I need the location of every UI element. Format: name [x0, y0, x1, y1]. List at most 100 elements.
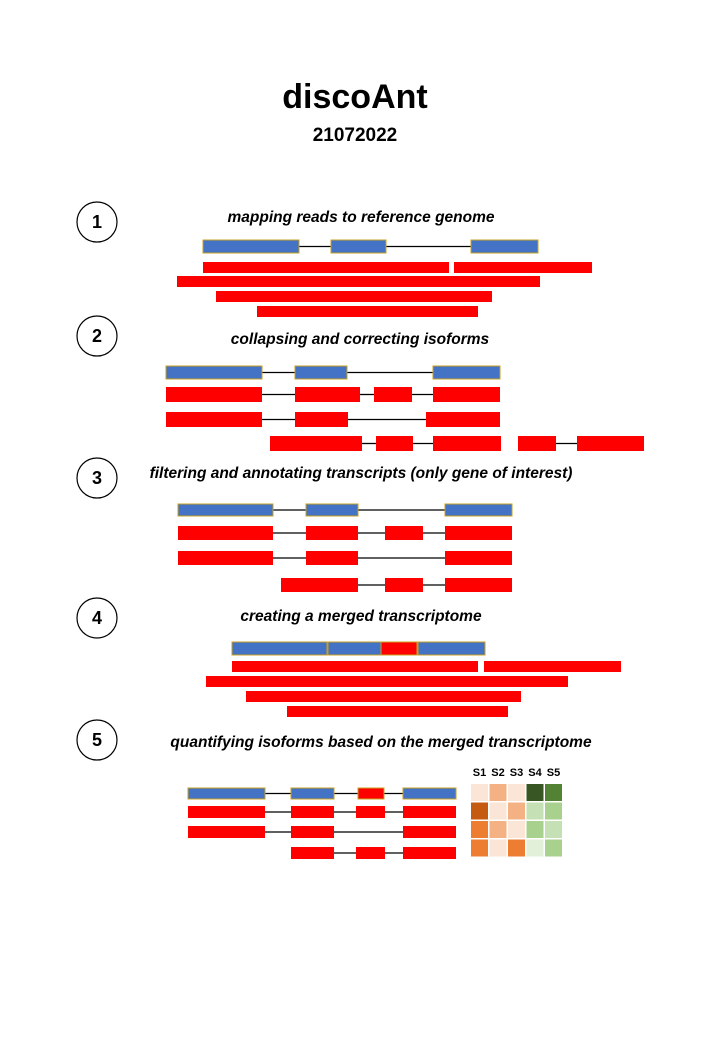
step-1-number-circle: [76, 201, 118, 243]
step-3-label: filtering and annotating transcripts (on…: [150, 465, 573, 482]
isoform: [188, 826, 456, 838]
isoform: [166, 387, 500, 402]
heatmap-cell: [545, 821, 562, 838]
reference-gene-exon: [305, 503, 359, 517]
merged-reference-exon: [417, 641, 486, 656]
transcript: [178, 526, 512, 540]
mapped-read: [246, 691, 521, 702]
isoform-exon: [270, 436, 362, 451]
isoform-exon: [426, 412, 500, 427]
step-4-tracks: [206, 641, 621, 717]
isoform-exon: [433, 436, 501, 451]
merged-reference: [231, 641, 486, 656]
heatmap-cell: [526, 839, 544, 857]
transcript-exon: [281, 578, 358, 592]
heatmap-cell: [545, 839, 562, 857]
reference-gene: [202, 239, 539, 254]
reference-gene-exon: [202, 239, 300, 254]
step-5-number: 5: [92, 730, 102, 750]
heatmap-sample-label: S1: [473, 767, 486, 779]
isoform: [518, 436, 644, 451]
mapped-read: [203, 262, 449, 273]
mapped-read: [454, 262, 592, 273]
merged-reference-exon: [380, 641, 418, 656]
mapped-read: [206, 676, 568, 687]
reference-gene-exon: [432, 365, 501, 380]
transcript: [178, 551, 512, 565]
isoform-exon: [403, 806, 456, 818]
reference-gene-exon: [444, 503, 513, 517]
step-4-number-circle: [76, 597, 118, 639]
heatmap-cell: [471, 784, 488, 801]
isoform-exon: [356, 847, 385, 859]
step-1-number: 1: [92, 212, 102, 232]
step-2-number-circle: [76, 315, 118, 357]
reference-gene: [165, 365, 501, 380]
step-3: 3 filtering and annotating transcripts (…: [76, 457, 573, 592]
heatmap-cell: [508, 784, 525, 801]
reference-gene-exon: [177, 503, 274, 517]
step-3-tracks: [177, 503, 513, 592]
transcript-exon: [445, 578, 512, 592]
heatmap-cell: [471, 802, 488, 820]
transcript-exon: [306, 551, 358, 565]
step-5-label: quantifying isoforms based on the merged…: [170, 734, 592, 751]
transcript: [281, 578, 512, 592]
transcript-exon: [178, 526, 273, 540]
isoform-exon: [166, 412, 262, 427]
heatmap-cell: [526, 784, 544, 801]
isoform: [166, 412, 500, 427]
merged-reference: [187, 787, 457, 800]
page-title: discoAnt: [282, 78, 427, 116]
heatmap-cell: [489, 821, 507, 838]
heatmap-sample-label: S4: [528, 767, 542, 779]
transcript-exon: [385, 578, 423, 592]
heatmap-cell: [489, 784, 507, 801]
merged-reference-exon: [231, 641, 328, 656]
step-2-number: 2: [92, 326, 102, 346]
isoform-exon: [376, 436, 413, 451]
isoform-exon: [403, 847, 456, 859]
isoform-exon: [166, 387, 262, 402]
heatmap-sample-label: S3: [510, 767, 523, 779]
heatmap-cell: [471, 839, 488, 857]
heatmap-sample-label: S5: [547, 767, 560, 779]
heatmap-cell: [526, 821, 544, 838]
reference-gene-exon: [470, 239, 539, 254]
isoform-exon: [577, 436, 644, 451]
merged-reference-exon: [402, 787, 457, 800]
mapped-read: [216, 291, 492, 302]
step-2-label: collapsing and correcting isoforms: [231, 331, 490, 348]
step-1: 1 mapping reads to reference genome: [76, 201, 592, 317]
mapped-read: [484, 661, 621, 672]
transcript-exon: [385, 526, 423, 540]
isoform-exon: [291, 826, 334, 838]
step-1-label: mapping reads to reference genome: [227, 209, 494, 226]
step-1-tracks: [177, 239, 592, 317]
transcript-exon: [178, 551, 273, 565]
isoform-exon: [518, 436, 556, 451]
reference-gene-exon: [294, 365, 348, 380]
step-5-number-circle: [76, 719, 118, 761]
step-2-tracks: [165, 365, 644, 451]
step-5: 5 quantifying isoforms based on the merg…: [76, 719, 592, 859]
merged-reference-exon: [290, 787, 335, 800]
isoform-exon: [295, 412, 348, 427]
transcript-exon: [445, 526, 512, 540]
isoform-exon: [356, 806, 385, 818]
reference-gene: [177, 503, 513, 517]
transcript-exon: [445, 551, 512, 565]
mapped-read: [257, 306, 478, 317]
merged-reference-exon: [187, 787, 266, 800]
isoform-exon: [374, 387, 412, 402]
isoform-exon: [295, 387, 360, 402]
isoform-exon: [291, 806, 334, 818]
isoform: [291, 847, 456, 859]
mapped-read: [177, 276, 540, 287]
heatmap-cell: [489, 839, 507, 857]
heatmap-cell: [545, 802, 562, 820]
isoform-exon: [433, 387, 500, 402]
isoform-exon: [291, 847, 334, 859]
step-3-number: 3: [92, 468, 102, 488]
